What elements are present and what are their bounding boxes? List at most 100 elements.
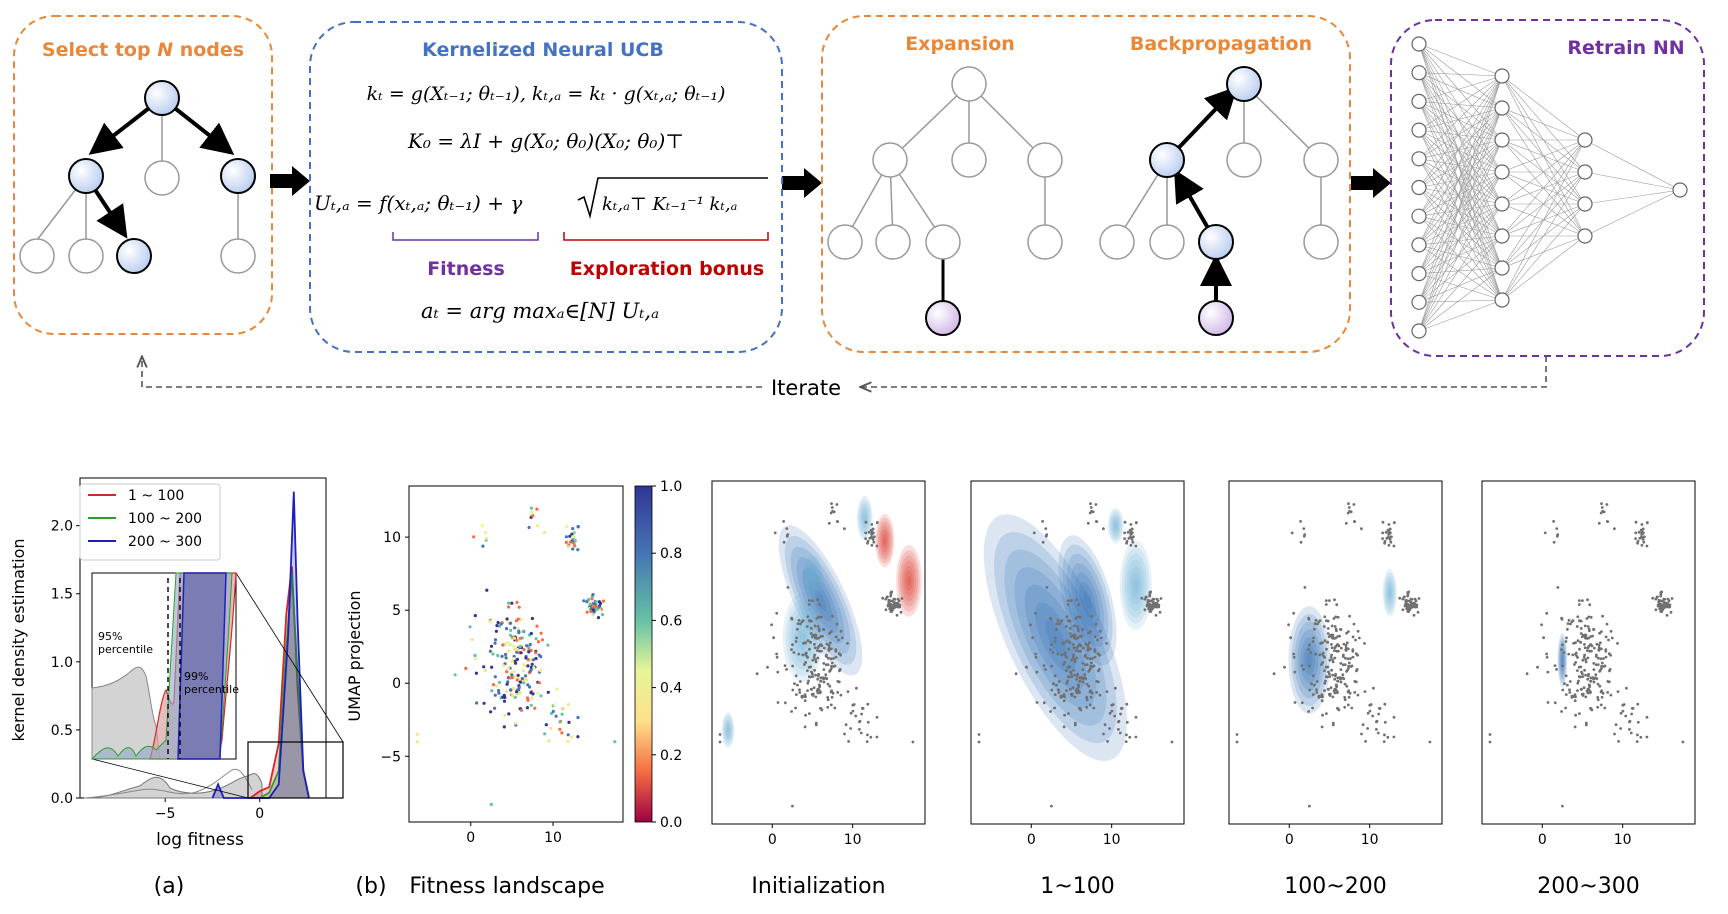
heatmap-point bbox=[1574, 713, 1577, 717]
heatmap-point bbox=[1075, 646, 1079, 650]
landscape-point bbox=[547, 739, 551, 743]
heatmap-point bbox=[897, 599, 901, 603]
heatmap-point bbox=[1629, 731, 1633, 735]
heatmap-point bbox=[847, 740, 850, 743]
landscape-point bbox=[525, 706, 530, 710]
heatmap-point bbox=[1579, 687, 1583, 691]
heatmap-point bbox=[775, 611, 779, 615]
heatmap-point bbox=[1338, 676, 1342, 679]
heatmap-point bbox=[796, 683, 799, 687]
heatmap-point bbox=[782, 540, 786, 544]
heatmap-point bbox=[1148, 610, 1152, 613]
heatmap-point bbox=[1072, 634, 1076, 638]
nn-edge bbox=[1418, 267, 1503, 332]
heatmap-point bbox=[1591, 676, 1595, 679]
heatmap-point bbox=[776, 701, 780, 704]
kde-contour bbox=[790, 546, 851, 654]
landscape-point bbox=[596, 616, 601, 620]
nn-edge bbox=[1418, 215, 1503, 269]
heatmap-point bbox=[1079, 708, 1083, 712]
heatmap-point bbox=[1336, 676, 1340, 680]
ucb-panel: Kernelized Neural UCB kₜ = g(Xₜ₋₁; θₜ₋₁)… bbox=[309, 21, 783, 353]
heatmap-point bbox=[884, 597, 888, 601]
heatmap-point bbox=[1339, 646, 1343, 650]
nn-node bbox=[1577, 196, 1593, 212]
heatmap-point bbox=[1055, 683, 1058, 687]
heatmap-point bbox=[830, 506, 834, 509]
heatmap-point bbox=[1331, 721, 1335, 725]
heatmap-point bbox=[1624, 714, 1628, 718]
heatmap-point bbox=[1118, 731, 1122, 735]
heatmap-point bbox=[1572, 641, 1575, 645]
landscape-point bbox=[529, 658, 533, 662]
heatmap-point bbox=[1272, 672, 1276, 676]
heatmap-point bbox=[1347, 661, 1351, 665]
landscape-point bbox=[538, 669, 542, 673]
heatmap-point bbox=[1639, 528, 1643, 532]
heatmap-point bbox=[1302, 668, 1305, 671]
heatmap-point bbox=[1576, 689, 1579, 692]
heatmap-point bbox=[1113, 714, 1117, 718]
heatmap-point bbox=[1058, 622, 1061, 626]
landscape-point bbox=[549, 711, 554, 716]
heatmap-point bbox=[1308, 643, 1311, 647]
kde-inset: 95% percentile 99% percentile bbox=[90, 572, 344, 799]
landscape-point bbox=[515, 638, 519, 642]
heatmap-point bbox=[1330, 634, 1334, 638]
heatmap-point bbox=[1586, 656, 1590, 660]
heatmap-point bbox=[828, 684, 832, 688]
heatmap-point bbox=[775, 652, 778, 656]
kde-contour bbox=[883, 536, 887, 545]
heatmap-point bbox=[1555, 527, 1559, 530]
nn-node bbox=[1411, 151, 1427, 167]
heatmap-point bbox=[1381, 520, 1385, 524]
landscape-point bbox=[507, 712, 511, 716]
kde-series-fill bbox=[212, 491, 309, 798]
nn-node bbox=[1494, 164, 1510, 180]
expansion-title: Expansion bbox=[905, 33, 1015, 55]
kde-gray-density-2 bbox=[83, 768, 253, 799]
heatmap-point bbox=[1156, 599, 1160, 603]
heatmap-point bbox=[1129, 531, 1133, 535]
nn-edge bbox=[1418, 72, 1503, 109]
heatmap-point bbox=[1588, 629, 1591, 633]
heatmap-point bbox=[1376, 731, 1380, 735]
kde-contour bbox=[1066, 553, 1109, 647]
heatmap-point bbox=[1071, 655, 1075, 659]
heatmap-point bbox=[1589, 676, 1593, 680]
heatmap-xtick-label: 0 bbox=[768, 832, 777, 848]
heatmap-point bbox=[1068, 675, 1071, 679]
heatmap-point bbox=[797, 618, 801, 622]
heatmap-point bbox=[1368, 709, 1372, 713]
heatmap-point bbox=[1057, 691, 1061, 694]
nn-node bbox=[1411, 208, 1427, 224]
heatmap-point bbox=[1076, 615, 1080, 619]
heatmap-point bbox=[1079, 649, 1082, 653]
landscape-point bbox=[588, 602, 592, 607]
landscape-point bbox=[518, 680, 523, 684]
heatmap-point bbox=[1577, 603, 1581, 606]
heatmap-point bbox=[1331, 695, 1335, 699]
caption-b: (b) bbox=[355, 874, 386, 899]
landscape-point bbox=[489, 802, 493, 807]
heatmap-point bbox=[1345, 684, 1349, 688]
heatmap-point bbox=[828, 631, 831, 635]
heatmap-point bbox=[1660, 603, 1663, 606]
kde-contour bbox=[907, 575, 911, 587]
landscape-point bbox=[551, 709, 555, 714]
heatmap-point bbox=[1322, 625, 1326, 628]
heatmap-point bbox=[1348, 691, 1352, 695]
nn-node bbox=[1411, 323, 1427, 339]
heatmap-point bbox=[1316, 622, 1319, 626]
heatmap-point bbox=[1333, 677, 1337, 681]
nn-node bbox=[1411, 122, 1427, 138]
kde-contour bbox=[814, 589, 827, 612]
landscape-point bbox=[509, 688, 513, 692]
heatmap-point bbox=[1573, 699, 1577, 703]
heatmap-point bbox=[1108, 727, 1111, 730]
heatmap-point bbox=[1392, 735, 1396, 739]
heatmap-point bbox=[1149, 603, 1152, 606]
landscape-ylabel: UMAP projection bbox=[345, 590, 364, 721]
heatmap-point bbox=[1590, 649, 1593, 653]
heatmap-point bbox=[791, 664, 794, 668]
